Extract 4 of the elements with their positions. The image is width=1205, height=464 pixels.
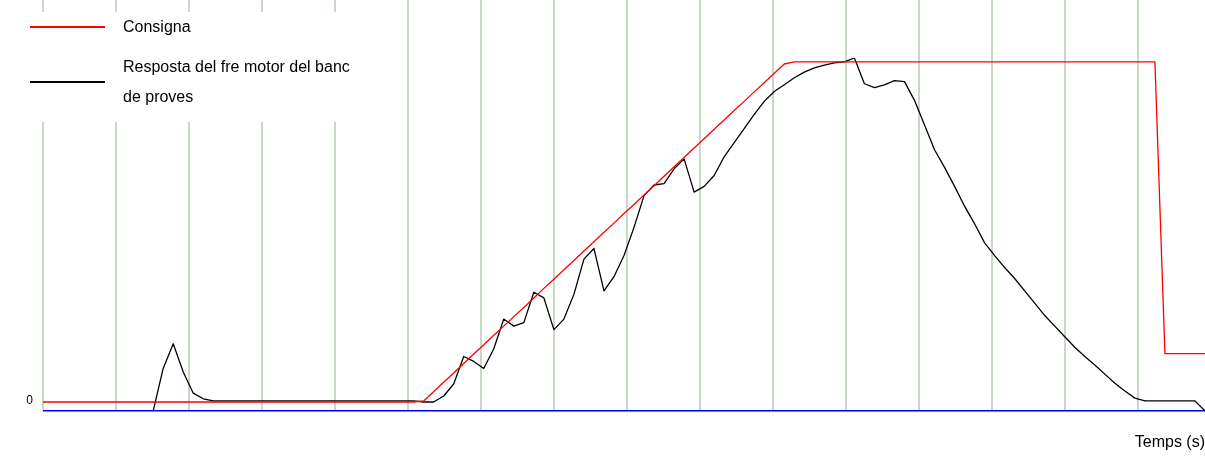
x-axis-title: Temps (s) (1134, 432, 1205, 450)
text: 0 (26, 393, 34, 408)
legend-label: Resposta del fre motor del banc de proves (123, 57, 351, 107)
legend-label: Consigna (123, 17, 192, 37)
